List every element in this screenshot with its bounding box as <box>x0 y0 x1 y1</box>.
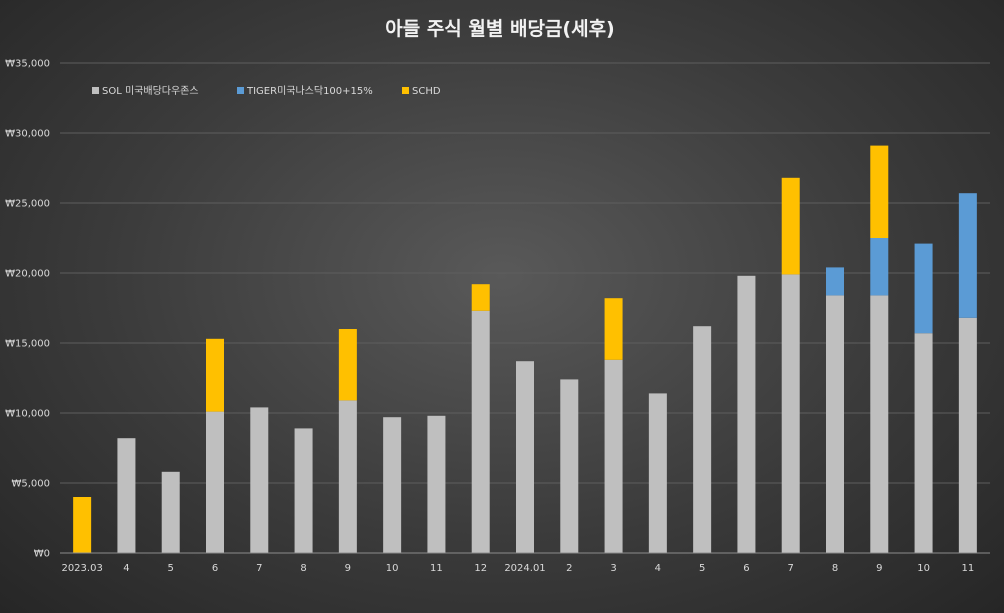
bar-segment <box>161 471 180 553</box>
legend-label: SCHD <box>412 86 441 97</box>
bar-segment <box>338 329 357 401</box>
x-tick-label: 2 <box>566 563 572 574</box>
bar-segment <box>826 295 844 553</box>
bar-segment <box>648 393 667 553</box>
legend-swatch <box>402 87 409 94</box>
bar-segment <box>294 428 313 553</box>
y-tick-label: ₩20,000 <box>5 269 50 280</box>
bar-segment <box>117 438 136 553</box>
bar-segment <box>471 284 490 311</box>
bar-segment <box>958 317 977 553</box>
y-tick-label: ₩0 <box>34 549 50 560</box>
bar-segment <box>383 417 402 553</box>
bar-segment <box>958 193 977 318</box>
bar-segment <box>870 145 889 238</box>
bar-segment <box>471 310 490 553</box>
bar-segment <box>250 407 269 553</box>
y-tick-label: ₩35,000 <box>5 59 50 70</box>
bar-segment <box>604 359 623 553</box>
bar-segment <box>604 298 623 360</box>
bar-segment <box>427 415 446 553</box>
bar-segment <box>737 275 756 553</box>
x-tick-label: 7 <box>788 563 794 574</box>
bar-segment <box>870 295 889 553</box>
x-tick-label: 11 <box>961 563 974 574</box>
bar-segment <box>781 177 800 275</box>
bar-segment <box>826 267 844 296</box>
x-tick-label: 9 <box>876 563 882 574</box>
bar-segment <box>516 361 534 553</box>
bar-segment <box>870 238 889 296</box>
x-tick-label: 3 <box>610 563 616 574</box>
bar-segment <box>781 274 800 553</box>
x-tick-label: 8 <box>300 563 306 574</box>
y-tick-label: ₩10,000 <box>5 409 50 420</box>
bar-segment <box>206 338 224 412</box>
x-tick-label: 10 <box>917 563 930 574</box>
legend-swatch <box>237 87 244 94</box>
x-tick-label: 8 <box>832 563 838 574</box>
bar-segment <box>560 379 579 553</box>
y-tick-label: ₩5,000 <box>11 479 50 490</box>
bar-segment <box>338 400 357 553</box>
legend-label: TIGER미국나스닥100+15% <box>246 85 373 97</box>
y-tick-label: ₩15,000 <box>5 339 50 350</box>
x-tick-label: 5 <box>168 563 174 574</box>
x-tick-label: 4 <box>655 563 661 574</box>
x-tick-label: 7 <box>256 563 262 574</box>
x-tick-label: 4 <box>123 563 129 574</box>
bars <box>73 145 977 553</box>
x-tick-label: 9 <box>345 563 351 574</box>
x-axis-ticks: 2023.03 4 5 6 7 8 9 10 11 12 2024.01 2 3 4 5 6 7 8 9 10 11 <box>61 563 974 574</box>
x-tick-label: 11 <box>430 563 443 574</box>
x-tick-label: 12 <box>474 563 487 574</box>
y-tick-label: ₩30,000 <box>5 129 50 140</box>
bar-segment <box>914 243 933 334</box>
x-tick-label: 6 <box>212 563 218 574</box>
bar-segment <box>693 326 712 553</box>
chart-title: 아들 주식 월별 배당금(세후) <box>385 18 615 40</box>
x-tick-label: 5 <box>699 563 705 574</box>
y-tick-label: ₩25,000 <box>5 199 50 210</box>
legend-label: SOL 미국배당다우존스 <box>102 85 199 97</box>
bar-segment <box>206 411 224 553</box>
x-tick-label: 2024.01 <box>504 563 545 574</box>
x-tick-label: 10 <box>386 563 399 574</box>
legend-swatch <box>92 87 99 94</box>
legend: SOL 미국배당다우존스 TIGER미국나스닥100+15% SCHD <box>92 85 441 97</box>
y-axis-ticks: ₩0 ₩5,000 ₩10,000 ₩15,000 ₩20,000 ₩25,000 ₩30,… <box>5 59 50 560</box>
x-tick-label: 6 <box>743 563 749 574</box>
bar-segment <box>73 497 92 553</box>
x-tick-label: 2023.03 <box>61 563 102 574</box>
bar-segment <box>914 333 933 553</box>
